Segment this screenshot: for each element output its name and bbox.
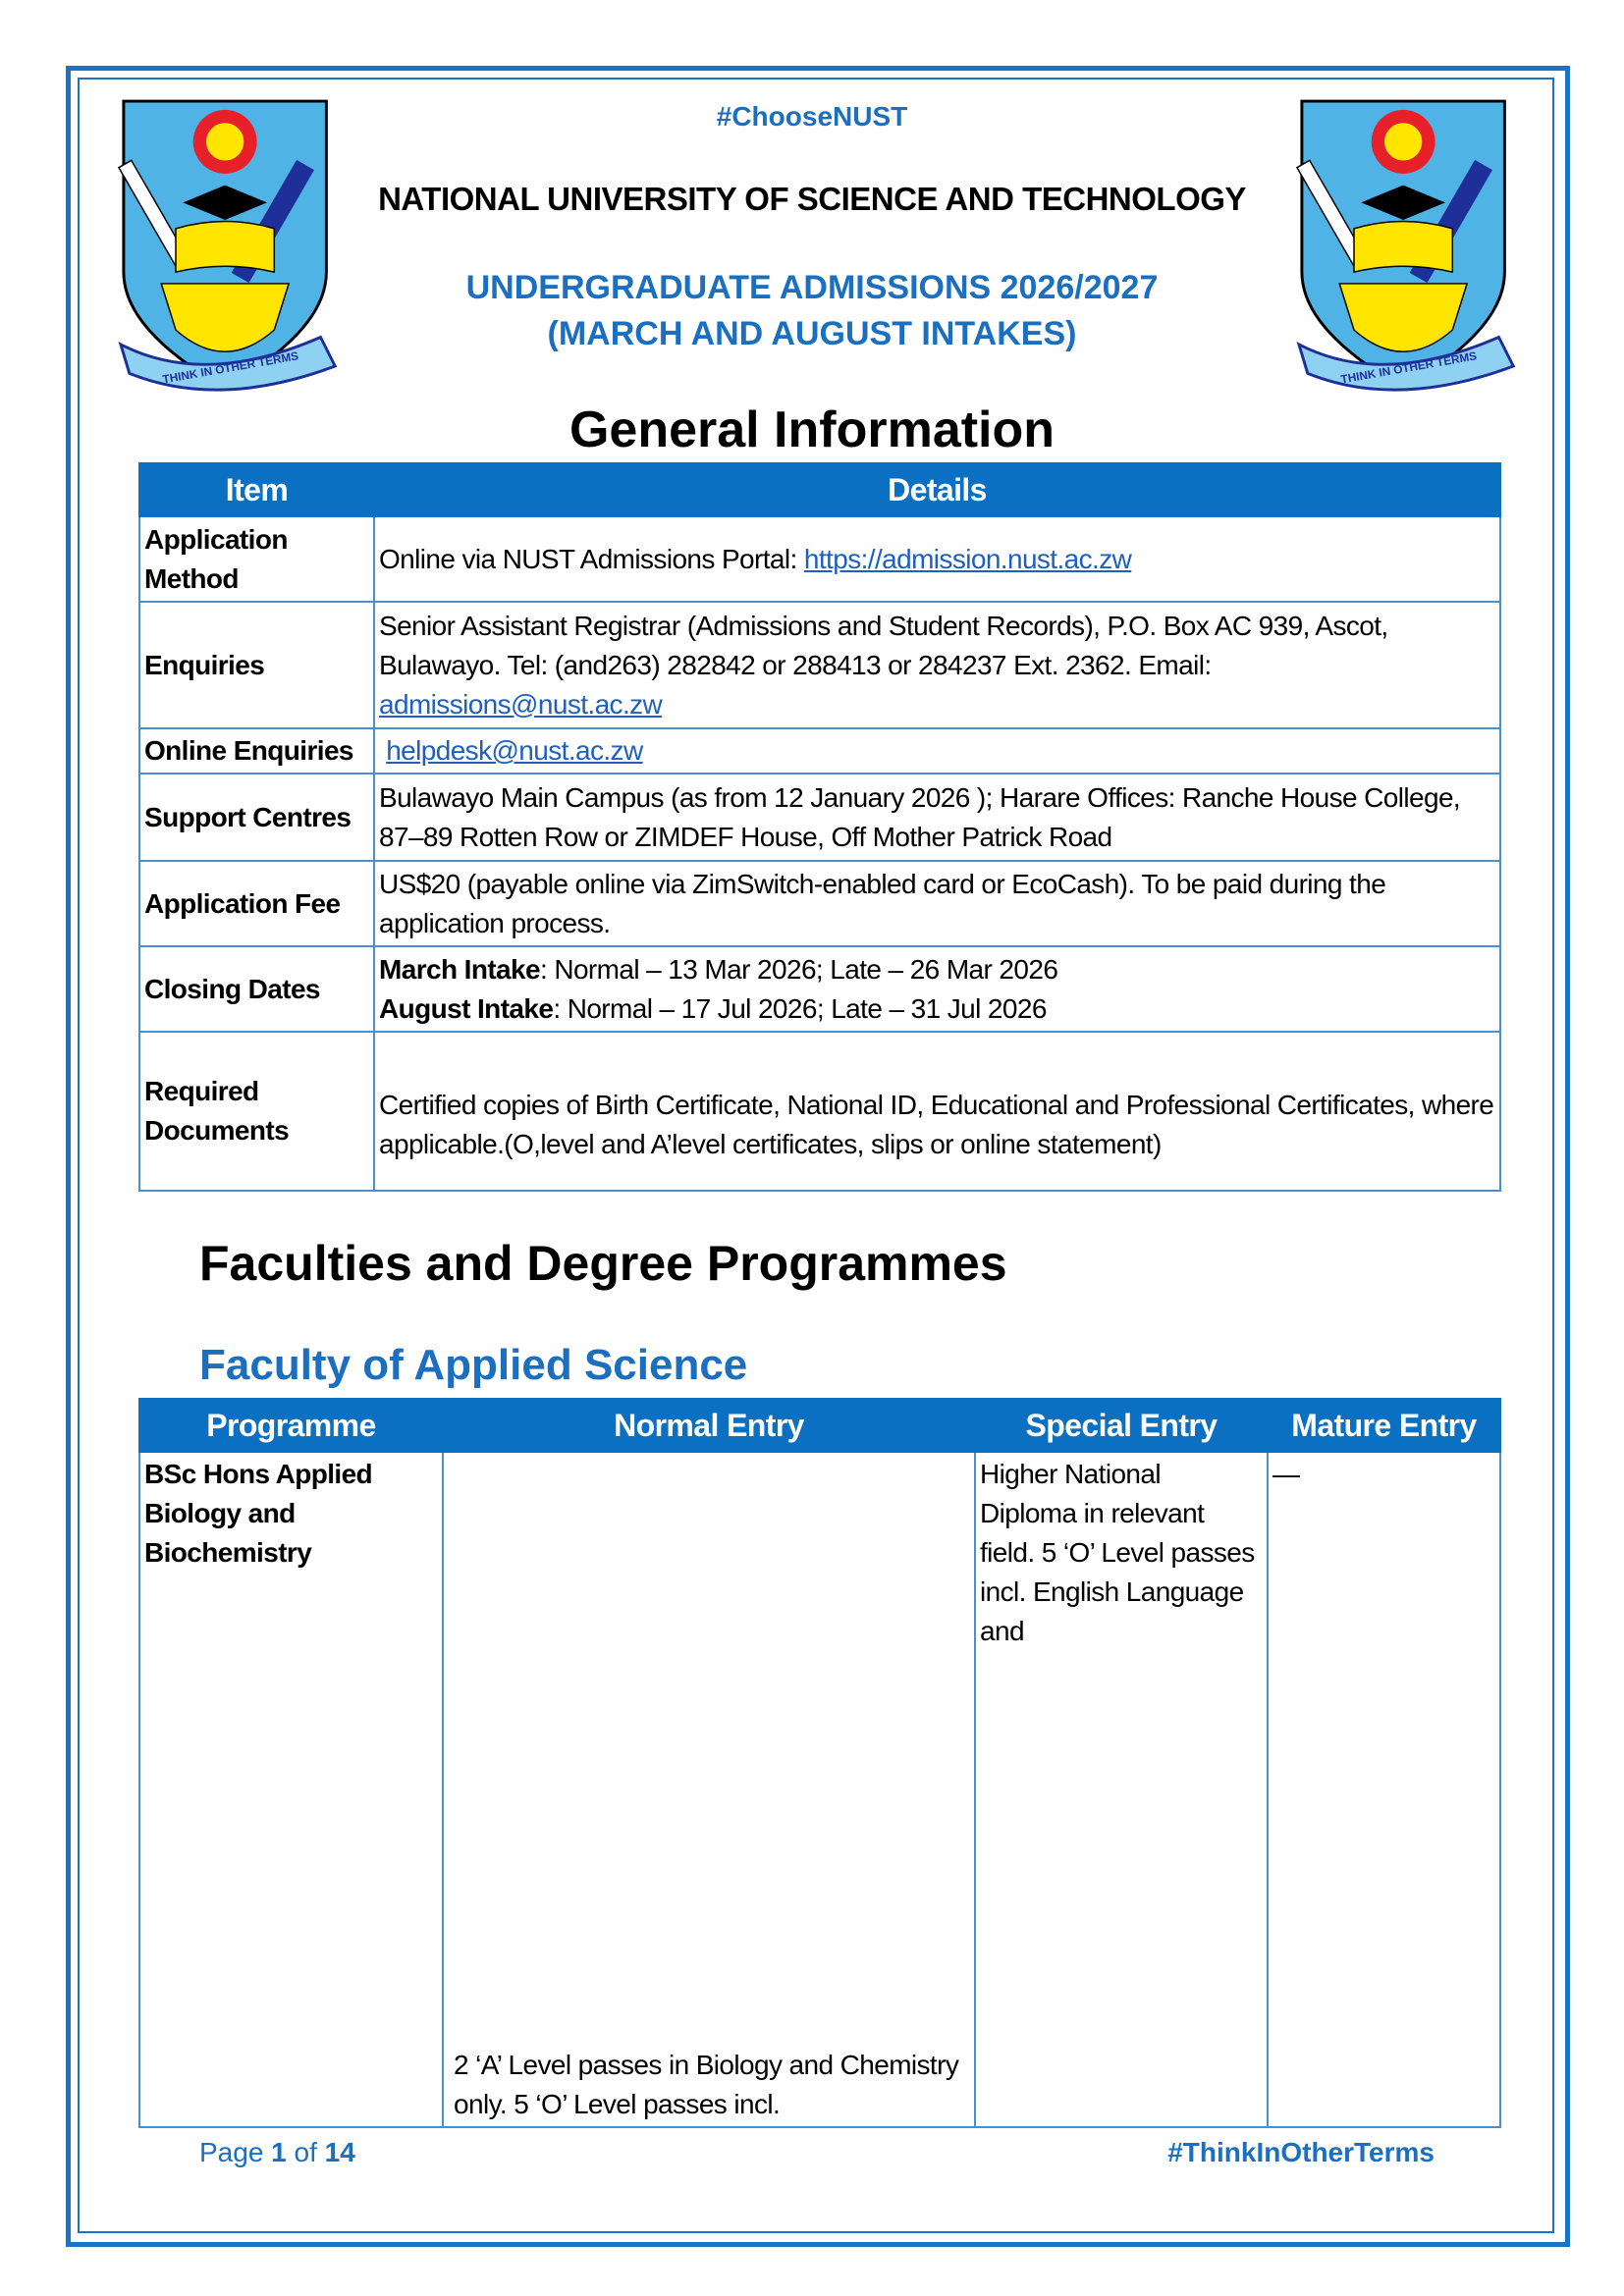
special-entry: Higher National Diploma in relevant fiel… [974, 1451, 1269, 2128]
column-header-item: Item [138, 462, 375, 517]
row-item: Closing Dates [138, 945, 375, 1033]
column-header-details: Details [373, 462, 1501, 517]
normal-entry: 2 ‘A’ Level passes in Biology and Chemis… [442, 1451, 976, 2128]
table-row: Online Enquiries helpdesk@nust.ac.zw [138, 727, 1501, 774]
table-row: Application Fee US$20 (payable online vi… [138, 860, 1501, 947]
row-item: Application Fee [138, 860, 375, 947]
row-details: Bulawayo Main Campus (as from 12 January… [373, 773, 1501, 862]
table-row: Support Centres Bulawayo Main Campus (as… [138, 773, 1501, 862]
programme-name: BSc Hons Applied Biology and Biochemistr… [138, 1451, 444, 2128]
row-details: Senior Assistant Registrar (Admissions a… [373, 601, 1501, 729]
table-row: Application Method Online via NUST Admis… [138, 515, 1501, 603]
choose-nust-hashtag: #ChooseNUST [716, 101, 908, 132]
table-row: Enquiries Senior Assistant Registrar (Ad… [138, 601, 1501, 729]
admissions-line-1: UNDERGRADUATE ADMISSIONS 2026/2027 [465, 269, 1159, 306]
row-details: Certified copies of Birth Certificate, N… [373, 1031, 1501, 1192]
row-item: Support Centres [138, 773, 375, 862]
page-border-outer [66, 66, 1570, 2247]
admissions-email-link[interactable]: admissions@nust.ac.zw [379, 688, 663, 720]
table-row: Required Documents Certified copies of B… [138, 1031, 1501, 1192]
march-intake-label: March Intake [379, 953, 541, 985]
page-of: of [286, 2137, 325, 2167]
page-border-inner [78, 78, 1554, 2233]
page-prefix: Page [199, 2137, 272, 2167]
column-header-mature-entry: Mature Entry [1267, 1398, 1501, 1453]
total-pages: 14 [324, 2137, 355, 2167]
details-text: Online via NUST Admissions Portal: [379, 543, 804, 574]
faculty-heading: Faculty of Applied Science [199, 1341, 748, 1389]
current-page: 1 [271, 2137, 287, 2167]
march-intake-dates: : Normal – 13 Mar 2026; Late – 26 Mar 20… [539, 953, 1058, 985]
university-name: NATIONAL UNIVERSITY OF SCIENCE AND TECHN… [378, 181, 1246, 217]
table-row: BSc Hons Applied Biology and Biochemistr… [138, 1451, 1501, 2128]
table-row: Closing Dates March Intake: Normal – 13 … [138, 945, 1501, 1033]
footer-hashtag: #ThinkInOtherTerms [1167, 2137, 1435, 2167]
august-intake-label: August Intake [379, 992, 554, 1024]
faculties-title: Faculties and Degree Programmes [199, 1236, 1007, 1291]
nust-crest-logo-left: THINK IN OTHER TERMS [118, 99, 338, 392]
row-details: US$20 (payable online via ZimSwitch-enab… [373, 860, 1501, 947]
admissions-line-2: (MARCH AND AUGUST INTAKES) [547, 315, 1077, 352]
normal-entry-text: 2 ‘A’ Level passes in Biology and Chemis… [454, 2050, 959, 2119]
details-text: Senior Assistant Registrar (Admissions a… [379, 610, 1388, 680]
admissions-heading: UNDERGRADUATE ADMISSIONS 2026/2027 (MARC… [0, 265, 1624, 357]
row-item: Application Method [138, 515, 375, 603]
column-header-special-entry: Special Entry [974, 1398, 1269, 1453]
august-intake-dates: : Normal – 17 Jul 2026; Late – 31 Jul 20… [553, 992, 1047, 1024]
row-details: Online via NUST Admissions Portal: https… [373, 515, 1501, 603]
row-item: Required Documents [138, 1031, 375, 1192]
general-information-table: Item Details Application Method Online v… [138, 462, 1501, 1192]
row-item: Online Enquiries [138, 727, 375, 774]
nust-crest-logo-right: THINK IN OTHER TERMS [1296, 99, 1516, 392]
table-header-row: Programme Normal Entry Special Entry Mat… [138, 1398, 1501, 1453]
row-item: Enquiries [138, 601, 375, 729]
portal-link[interactable]: https://admission.nust.ac.zw [803, 543, 1132, 574]
column-header-normal-entry: Normal Entry [442, 1398, 976, 1453]
column-header-programme: Programme [138, 1398, 444, 1453]
table-header-row: Item Details [138, 462, 1501, 517]
row-details: March Intake: Normal – 13 Mar 2026; Late… [373, 945, 1501, 1033]
page-number: Page 1 of 14 [199, 2137, 355, 2168]
general-information-title: General Information [568, 401, 1056, 458]
programmes-table: Programme Normal Entry Special Entry Mat… [138, 1398, 1501, 2128]
mature-entry: — [1267, 1451, 1501, 2128]
row-details: helpdesk@nust.ac.zw [373, 727, 1501, 774]
helpdesk-email-link[interactable]: helpdesk@nust.ac.zw [386, 735, 643, 766]
